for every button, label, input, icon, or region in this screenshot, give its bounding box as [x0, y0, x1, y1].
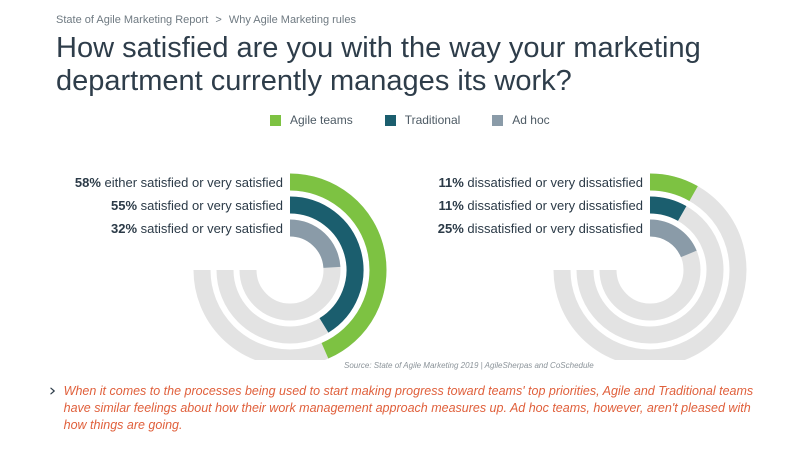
data-label-text: satisfied or very satisfied [137, 221, 283, 236]
data-label-value: 11% [439, 175, 465, 190]
radial-charts: 58% either satisfied or very satisfied 55… [75, 173, 747, 360]
data-label-ad-hoc: 32% satisfied or very satisfied [111, 221, 283, 236]
page-title: How satisfied are you with the way your … [56, 32, 701, 97]
chart-legend: Agile teams Traditional Ad hoc [270, 113, 582, 127]
data-label-ad-hoc: 25% dissatisfied or very dissatisfied [438, 221, 643, 236]
breadcrumb-item-report[interactable]: State of Agile Marketing Report [56, 14, 209, 26]
legend-item-traditional: Traditional [384, 113, 461, 127]
data-label-text: dissatisfied or very dissatisfied [464, 175, 643, 190]
data-label-text: either satisfied or very satisfied [101, 175, 283, 190]
insight-text: When it comes to the processes being use… [63, 384, 754, 432]
ring-bar-ad-hoc [289, 219, 341, 269]
ring-bar-agile-teams [289, 173, 387, 359]
data-label-value: 25% [438, 221, 464, 236]
legend-swatch-adhoc [492, 114, 504, 126]
data-label-text: dissatisfied or very dissatisfied [464, 198, 643, 213]
data-label-text: dissatisfied or very dissatisfied [464, 221, 643, 236]
breadcrumb-item-section[interactable]: Why Agile Marketing rules [228, 14, 356, 26]
ring-track-traditional [576, 196, 724, 344]
data-label-text: satisfied or very satisfied [137, 198, 283, 213]
legend-label-traditional: Traditional [404, 113, 461, 127]
ring-bar-traditional [649, 196, 687, 222]
radial-chart-dissatisfied: 11% dissatisfied or very dissatisfied11%… [438, 173, 747, 360]
data-label-value: 11% [439, 198, 465, 213]
ring-bar-agile-teams [649, 173, 698, 202]
legend-item-adhoc: Ad hoc [492, 113, 550, 127]
chart-source: Source: State of Agile Marketing 2019 | … [344, 361, 594, 370]
data-label-traditional: 55% satisfied or very satisfied [111, 198, 283, 213]
legend-label-agile: Agile teams [290, 113, 353, 127]
data-label-value: 58% [75, 175, 101, 190]
ring-bar-ad-hoc [649, 219, 697, 258]
data-label-agile-teams: 11% dissatisfied or very dissatisfied [439, 175, 644, 190]
legend-swatch-traditional [384, 114, 396, 126]
insight-callout: When it comes to the processes being use… [50, 383, 770, 434]
legend-swatch-agile [270, 114, 281, 126]
chevron-right-icon [50, 387, 55, 395]
ring-track-agile-teams [553, 173, 747, 360]
breadcrumb: State of Agile Marketing Report > Why Ag… [56, 14, 356, 26]
data-label-traditional: 11% dissatisfied or very dissatisfied [439, 198, 644, 213]
data-label-value: 32% [111, 221, 137, 236]
data-label-agile-teams: 58% either satisfied or very satisfied [75, 175, 283, 190]
breadcrumb-separator: > [215, 14, 222, 26]
radial-chart-satisfied: 58% either satisfied or very satisfied 55… [75, 173, 387, 360]
data-label-value: 55% [111, 198, 137, 213]
legend-item-agile: Agile teams [270, 113, 353, 127]
legend-label-adhoc: Ad hoc [512, 113, 550, 127]
ring-bar-traditional [289, 196, 364, 333]
